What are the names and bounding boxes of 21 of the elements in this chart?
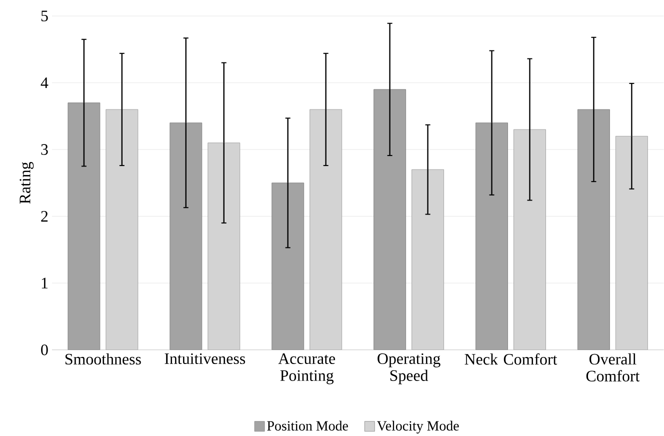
x-tick-label: Neck Comfort — [464, 353, 558, 365]
x-tick-label: Accurate Pointing — [278, 353, 336, 384]
y-tick-label: 2 — [41, 211, 48, 222]
bar — [170, 122, 202, 350]
x-tick-label: Intuitiveness — [164, 353, 246, 364]
y-tick-label: 3 — [41, 144, 48, 155]
x-tick-label: Overall Comfort — [586, 353, 640, 382]
x-tick-label: Operating Speed — [378, 353, 440, 384]
y-tick-label: 0 — [41, 344, 48, 356]
y-tick-label: 1 — [42, 278, 48, 288]
legend-label: Velocity Mode — [376, 420, 459, 434]
legend-label: Position Mode — [267, 420, 348, 431]
bar — [68, 102, 100, 350]
bar — [476, 122, 508, 350]
bar — [272, 182, 304, 350]
x-tick-label: Smoothness — [66, 353, 141, 365]
bar — [578, 109, 610, 350]
y-tick-label: 5 — [41, 10, 48, 22]
y-axis-title: Rating — [20, 162, 34, 204]
y-tick-label: 4 — [40, 78, 48, 88]
bar — [374, 89, 406, 350]
